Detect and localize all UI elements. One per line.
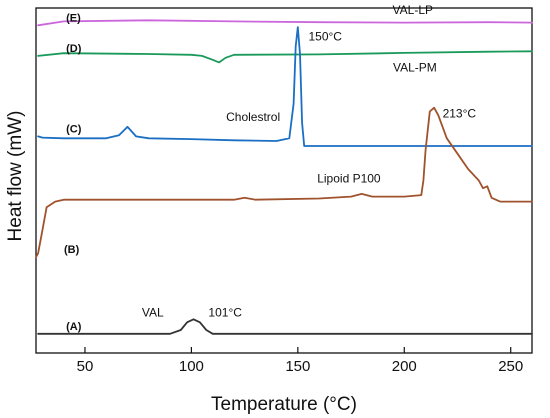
trace-e <box>37 19 533 27</box>
x-tick-label: 150 <box>285 358 310 375</box>
curve-letter-d: (D) <box>66 43 82 55</box>
trace-d <box>37 50 533 64</box>
x-tick-group: 50 100 150 200 250 <box>77 347 523 375</box>
annotation-label: VAL <box>142 306 164 320</box>
annotation-label: Cholestrol <box>226 110 280 124</box>
annotation-label: 101°C <box>208 306 242 320</box>
trace-b <box>35 106 533 259</box>
trace-group <box>35 19 533 335</box>
x-tick-label: 50 <box>77 358 94 375</box>
x-tick-label: 100 <box>179 358 204 375</box>
label-group: (E) (D) (C) (B) (A) VAL 101°C Lipoid P100 213°C C… <box>64 3 476 333</box>
x-tick-label: 200 <box>392 358 417 375</box>
curve-letter-e: (E) <box>66 12 81 24</box>
annotation-label: 213°C <box>443 106 477 120</box>
x-axis-title: Temperature (°C) <box>211 394 357 415</box>
curve-letter-c: (C) <box>66 123 82 135</box>
annotation-label: VAL-PM <box>393 60 437 74</box>
curve-letter-b: (B) <box>64 244 80 256</box>
y-axis-title: Heat flow (mW) <box>5 111 26 242</box>
plot-frame <box>35 7 533 354</box>
x-tick-label: 250 <box>498 358 523 375</box>
annotation-label: Lipoid P100 <box>317 171 381 185</box>
trace-a <box>37 318 533 335</box>
annotation-label: VAL-LP <box>393 3 433 17</box>
curve-letter-a: (A) <box>66 321 82 333</box>
trace-c <box>37 26 533 147</box>
annotation-label: 150°C <box>308 30 342 44</box>
